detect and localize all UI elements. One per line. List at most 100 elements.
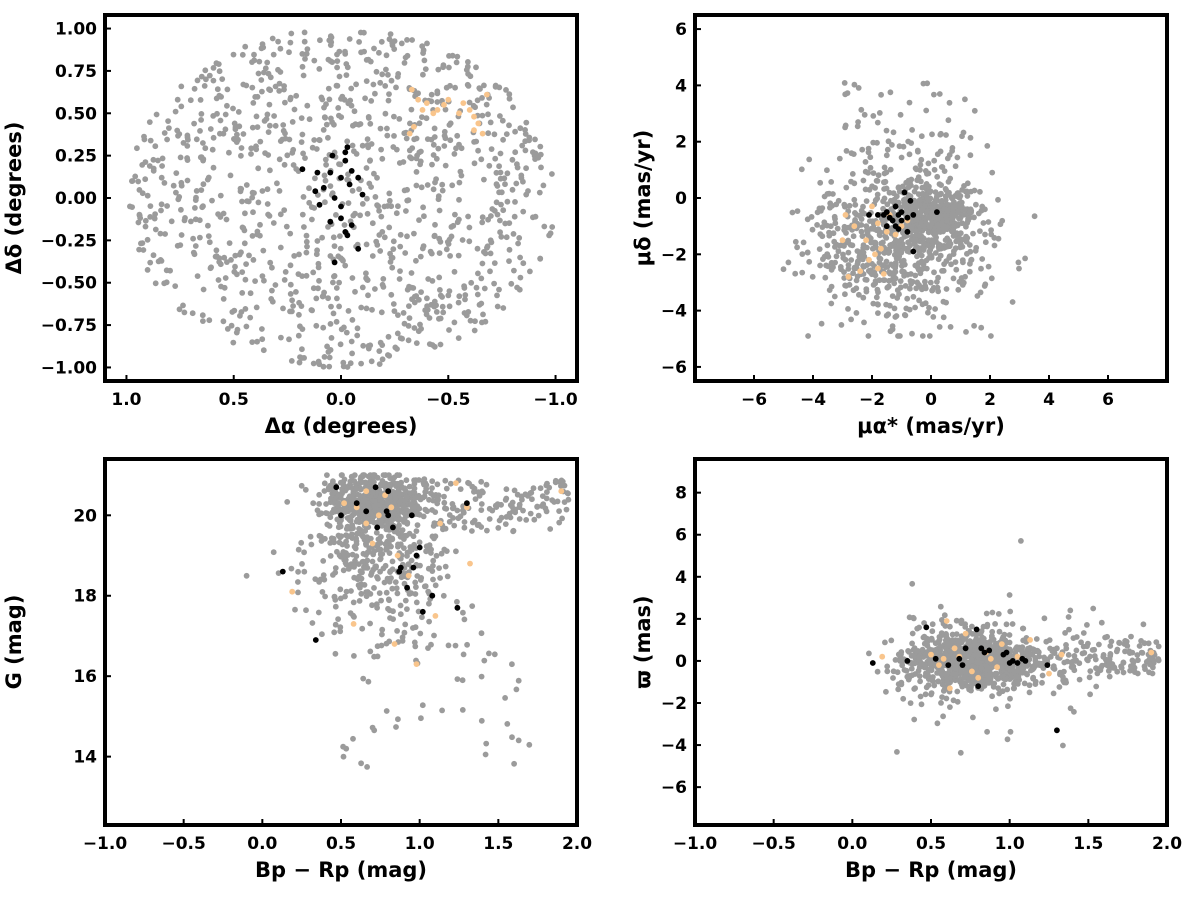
member-point (372, 484, 379, 491)
field-point (918, 133, 925, 140)
candidate-point (415, 96, 422, 103)
field-point (989, 628, 996, 635)
field-point (161, 180, 168, 186)
field-point (910, 615, 917, 622)
field-point (175, 132, 181, 139)
field-point (327, 540, 334, 546)
field-point (331, 593, 338, 600)
field-point (843, 282, 849, 289)
field-point (429, 568, 436, 574)
field-point (1086, 674, 1093, 681)
field-point (332, 621, 339, 628)
field-point (1026, 682, 1033, 689)
field-point (877, 232, 883, 239)
field-point (535, 154, 542, 161)
field-point (889, 142, 895, 148)
field-point (404, 37, 410, 43)
field-point (302, 155, 308, 162)
field-point (150, 156, 157, 163)
field-point (326, 363, 333, 370)
field-point (296, 359, 303, 366)
field-point (824, 251, 831, 257)
field-point (430, 186, 437, 193)
field-point (483, 740, 490, 747)
x-axis-label: Bp − Rp (mag) (255, 858, 427, 882)
field-point (1127, 667, 1133, 674)
field-point (174, 242, 181, 249)
field-point (918, 660, 925, 667)
field-point (275, 66, 281, 73)
field-point (313, 295, 320, 302)
member-point (904, 658, 911, 664)
field-point (885, 138, 892, 145)
field-point (486, 516, 493, 522)
field-point (860, 249, 866, 255)
field-point (193, 188, 200, 194)
field-point (442, 477, 449, 484)
field-point (906, 151, 913, 158)
field-point (413, 257, 419, 264)
field-point (492, 155, 499, 162)
x-tick-label: 0.0 (837, 834, 867, 854)
field-point (497, 217, 503, 224)
field-point (299, 346, 305, 353)
field-point (1063, 679, 1069, 686)
field-point (135, 219, 142, 226)
field-point (284, 152, 291, 159)
field-point (421, 476, 428, 482)
field-point (520, 208, 527, 215)
field-point (421, 583, 428, 590)
field-point (436, 274, 443, 281)
field-point (964, 193, 971, 199)
field-point (357, 486, 364, 493)
field-point (1076, 676, 1083, 683)
field-point (897, 655, 903, 662)
field-point (962, 206, 968, 213)
field-point (287, 281, 294, 288)
field-point (1108, 638, 1115, 645)
field-point (188, 218, 194, 225)
field-point (479, 112, 486, 119)
field-point (945, 190, 951, 197)
field-point (876, 110, 883, 116)
field-point (938, 700, 944, 706)
candidate-point (479, 130, 486, 137)
field-point (406, 483, 413, 490)
field-point (963, 223, 969, 230)
field-point (142, 176, 149, 183)
field-point (239, 269, 246, 275)
field-point (250, 257, 257, 263)
field-point (891, 305, 898, 312)
field-point (416, 120, 423, 127)
field-point (512, 199, 518, 205)
field-point (473, 138, 480, 145)
field-point (962, 624, 969, 630)
y-tick-label: −6 (661, 778, 687, 798)
x-tick-label: −1.0 (533, 390, 578, 410)
field-point (848, 316, 854, 323)
field-point (491, 131, 498, 138)
y-axis-label: μδ (mas/yr) (631, 130, 655, 267)
field-point (506, 122, 512, 129)
field-point (484, 244, 490, 251)
field-point (888, 261, 895, 268)
field-point (968, 687, 974, 694)
field-point (1071, 667, 1078, 674)
field-point (326, 96, 333, 103)
field-point (957, 648, 964, 655)
field-point (915, 648, 921, 654)
member-point (279, 568, 286, 575)
field-point (919, 646, 926, 653)
field-point (849, 242, 856, 249)
field-point (310, 269, 317, 276)
field-point (436, 250, 443, 256)
field-point (469, 603, 476, 609)
field-point (424, 182, 431, 188)
candidate-point (947, 685, 953, 692)
field-point (220, 318, 227, 325)
field-point (476, 85, 483, 91)
field-point (867, 154, 874, 161)
field-point (549, 171, 555, 177)
member-point (353, 500, 360, 507)
field-point (421, 481, 427, 488)
